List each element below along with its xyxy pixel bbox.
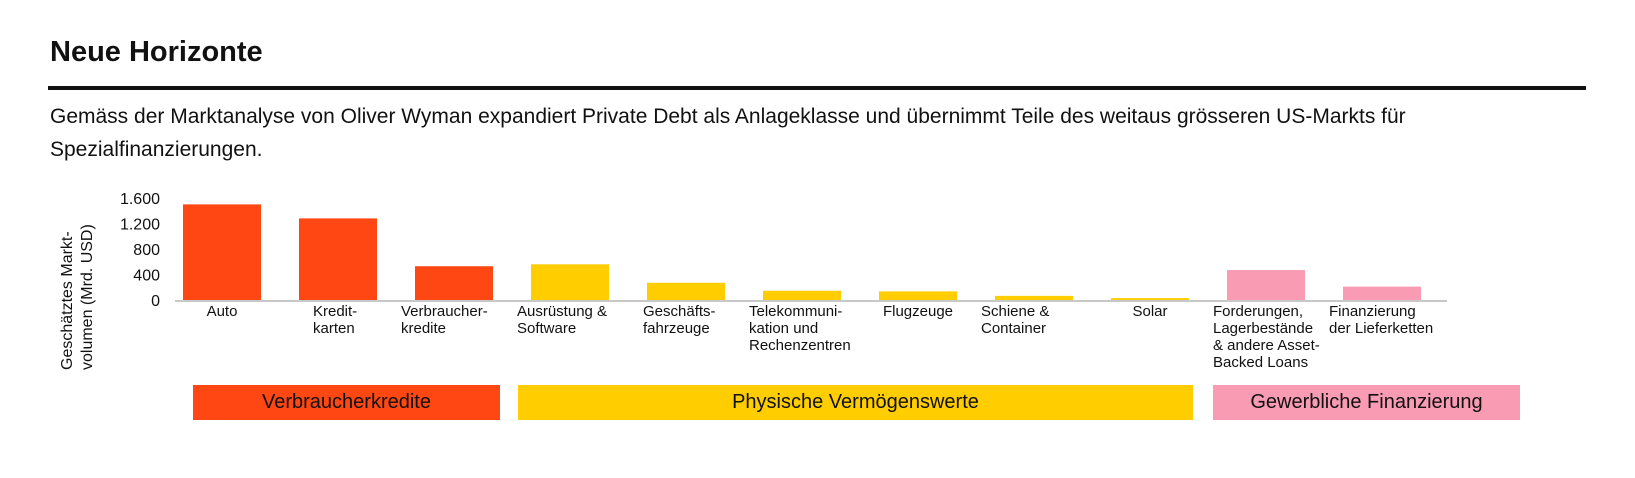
y-tick-label: 800 xyxy=(133,242,160,259)
y-tick-label: 1.200 xyxy=(120,217,160,234)
bar xyxy=(299,218,377,300)
bar xyxy=(647,282,725,300)
x-tick-label: Solar xyxy=(1132,303,1167,320)
title-divider xyxy=(48,86,1586,90)
bar xyxy=(995,295,1073,300)
group-band-gewerbliche-finanzierung: Gewerbliche Finanzierung xyxy=(1213,385,1520,420)
bar xyxy=(531,264,609,300)
bar xyxy=(1343,286,1421,300)
group-band-verbraucherkredite: Verbraucherkredite xyxy=(193,385,500,420)
bar xyxy=(415,266,493,300)
x-tick-label: Schiene & Container xyxy=(981,303,1049,337)
chart-title: Neue Horizonte xyxy=(50,36,263,68)
bar xyxy=(1111,298,1189,300)
x-tick-label: Geschäfts-fahrzeuge xyxy=(643,303,716,337)
x-tick-label: Verbraucher-kredite xyxy=(401,303,488,337)
y-tick-label: 400 xyxy=(133,268,160,285)
x-tick-label: Telekommuni-kation und Rechenzentren xyxy=(749,303,851,354)
x-tick-label: Forderungen, Lagerbestände & andere Asset-… xyxy=(1213,303,1320,371)
y-tick-label: 0 xyxy=(151,293,160,310)
y-tick-label: 1.600 xyxy=(120,191,160,208)
bar xyxy=(1227,270,1305,300)
group-band-physische-vermoegenswerte: Physische Vermögenswerte xyxy=(518,385,1193,420)
x-tick-label: Kredit-karten xyxy=(313,303,357,337)
x-tick-label: Flugzeuge xyxy=(883,303,953,320)
x-tick-label: Finanzierung der Lieferketten xyxy=(1329,303,1433,337)
x-tick-label: Ausrüstung & Software xyxy=(517,303,607,337)
chart-subtitle: Gemäss der Marktanalyse von Oliver Wyman… xyxy=(50,105,1406,161)
bar xyxy=(183,204,261,300)
bar xyxy=(763,290,841,300)
y-axis-label: Geschätztes Markt-volumen (Mrd. USD) xyxy=(59,224,96,370)
bar xyxy=(879,291,957,300)
x-tick-label: Auto xyxy=(207,303,238,320)
